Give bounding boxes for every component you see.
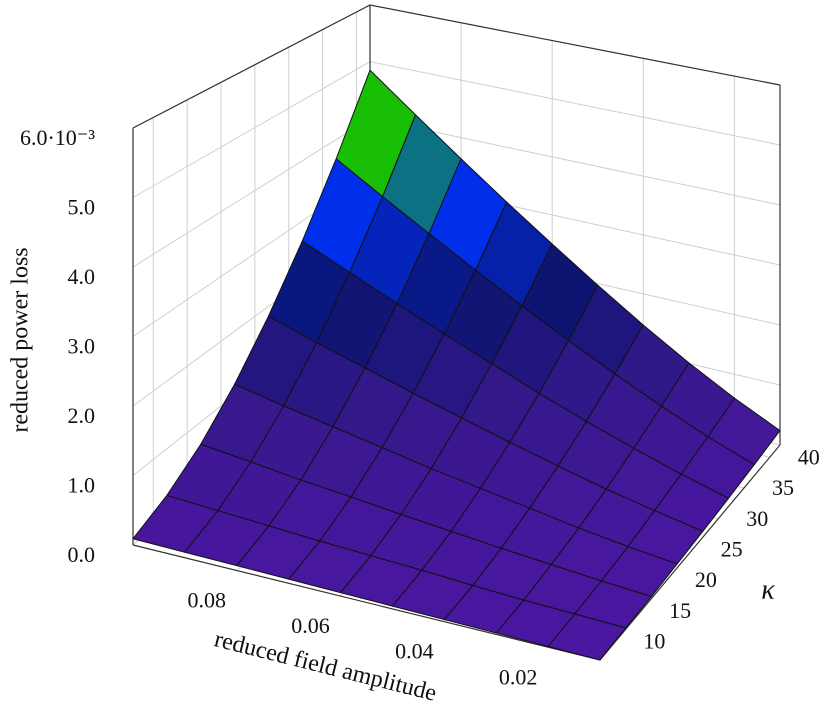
z-tick-label: 5.0 [68, 195, 96, 220]
z-tick-label: 4.0 [68, 264, 96, 289]
z-tick-label: 2.0 [68, 403, 96, 428]
y-tick-label: 10 [643, 629, 665, 654]
left-wall [133, 5, 370, 545]
surface-patch [547, 613, 627, 661]
y-axis-title: κ [761, 574, 775, 605]
x-tick-label: 0.06 [291, 613, 330, 638]
z-tick-label: 3.0 [68, 334, 96, 359]
z-tick-label: 0.0 [68, 542, 96, 567]
z-axis-title: reduced power loss [8, 247, 34, 432]
x-tick-label: 0.04 [395, 639, 434, 664]
y-tick-label: 25 [721, 536, 743, 561]
x-tick-label: 0.02 [499, 664, 538, 689]
y-tick-label: 35 [772, 475, 794, 500]
z-tick-label: 6.0·10⁻³ [20, 125, 95, 150]
z-tick-label: 1.0 [68, 473, 96, 498]
y-tick-label: 20 [695, 567, 717, 592]
y-tick-label: 15 [669, 598, 691, 623]
y-tick-label: 30 [746, 506, 768, 531]
axis-edge [132, 4, 781, 129]
y-tick-label: 40 [798, 444, 820, 469]
x-tick-label: 0.08 [188, 588, 227, 613]
